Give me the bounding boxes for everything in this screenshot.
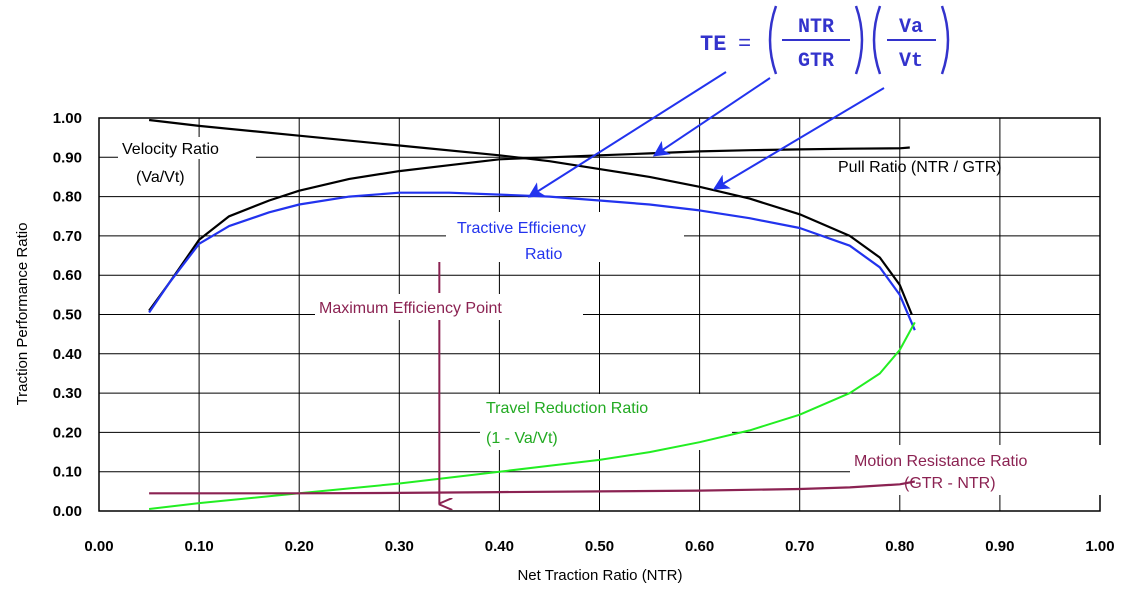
y-tick-label: 0.10	[53, 464, 82, 481]
formula-paren-right-1	[854, 5, 864, 75]
formula-equals: =	[738, 32, 751, 57]
x-tick-label: 0.40	[485, 538, 514, 555]
y-tick-label: 0.30	[53, 385, 82, 402]
motion-series-line	[149, 480, 916, 495]
y-tick-label: 0.00	[53, 503, 82, 520]
te-arrow	[527, 71, 727, 198]
formula: TE = NTR GTR Va Vt	[700, 5, 950, 75]
travel-label-line2: (1 - Va/Vt)	[486, 430, 558, 447]
tick-labels: 0.00 0.10 0.20 0.30 0.40 0.50 0.60 0.70 0.80 0.90…	[53, 110, 1115, 555]
y-tick-label: 0.50	[53, 307, 82, 324]
x-tick-label: 0.00	[84, 538, 113, 555]
velocity-label-line1: Velocity Ratio	[122, 141, 219, 158]
travel-series-line	[148, 321, 916, 510]
x-tick-label: 0.80	[885, 538, 914, 555]
x-tick-label: 0.10	[184, 538, 213, 555]
formula-denominator-1: GTR	[798, 50, 834, 73]
x-tick-label: 1.00	[1085, 538, 1114, 555]
formula-numerator-1: NTR	[798, 16, 834, 39]
tractive-label-line1: Tractive Efficiency	[457, 220, 586, 237]
y-tick-label: 0.70	[53, 228, 82, 245]
formula-paren-right-2	[940, 5, 950, 75]
tractive-series-line	[148, 191, 916, 331]
y-tick-label: 0.40	[53, 346, 82, 363]
y-tick-label: 1.00	[53, 110, 82, 127]
x-tick-label: 0.60	[685, 538, 714, 555]
max-eff-label-bg	[315, 294, 583, 320]
label-backgrounds	[118, 137, 1105, 495]
y-tick-label: 0.20	[53, 424, 82, 441]
travel-label-bg	[480, 394, 732, 450]
y-tick-label: 0.80	[53, 189, 82, 206]
y-axis-title: Traction Performance Ratio	[14, 223, 31, 406]
tractive-label-bg	[446, 212, 684, 262]
formula-numerator-2: Va	[899, 16, 923, 39]
formula-lhs: TE	[700, 32, 726, 57]
y-tick-label: 0.90	[53, 149, 82, 166]
x-tick-label: 0.50	[585, 538, 614, 555]
motion-label-line2: (GTR - NTR)	[904, 475, 996, 492]
formula-denominator-2: Vt	[899, 50, 923, 73]
formula-paren-left-1	[768, 5, 778, 75]
annotations: Velocity Ratio (Va/Vt) Pull Ratio (NTR /…	[122, 141, 1028, 492]
travel-label-line1: Travel Reduction Ratio	[486, 400, 648, 417]
x-tick-label: 0.90	[985, 538, 1014, 555]
x-tick-label: 0.70	[785, 538, 814, 555]
x-tick-label: 0.20	[285, 538, 314, 555]
x-tick-label: 0.30	[385, 538, 414, 555]
formula-arrows	[527, 71, 885, 198]
pull-label: Pull Ratio (NTR / GTR)	[838, 159, 1002, 176]
tractive-label-line2: Ratio	[525, 246, 562, 263]
y-tick-label: 0.60	[53, 267, 82, 284]
x-axis-title: Net Traction Ratio (NTR)	[517, 567, 682, 584]
velocity-series-line	[148, 118, 913, 315]
pull-series-line	[148, 146, 910, 312]
velocity-label-line2: (Va/Vt)	[136, 169, 185, 186]
motion-label-bg	[850, 445, 1105, 495]
motion-label-line1: Motion Resistance Ratio	[854, 453, 1028, 470]
series-group	[148, 118, 916, 510]
formula-paren-left-2	[872, 5, 882, 75]
velocity-arrow	[712, 87, 885, 190]
velocity-label-bg	[118, 137, 256, 159]
max-eff-label: Maximum Efficiency Point	[319, 300, 502, 317]
pull-arrow	[652, 77, 771, 157]
